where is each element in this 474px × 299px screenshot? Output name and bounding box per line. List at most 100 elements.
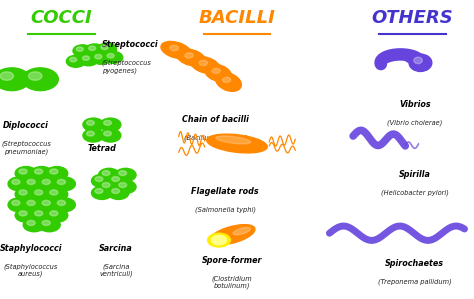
Ellipse shape xyxy=(50,190,58,195)
Ellipse shape xyxy=(211,235,227,245)
Ellipse shape xyxy=(23,198,45,212)
Ellipse shape xyxy=(191,57,220,74)
Ellipse shape xyxy=(57,179,65,184)
Ellipse shape xyxy=(38,198,60,212)
Ellipse shape xyxy=(115,168,136,181)
Ellipse shape xyxy=(98,43,117,55)
Ellipse shape xyxy=(95,189,103,193)
Ellipse shape xyxy=(205,64,231,82)
Ellipse shape xyxy=(216,136,251,144)
Ellipse shape xyxy=(42,220,50,225)
Ellipse shape xyxy=(0,68,30,91)
Ellipse shape xyxy=(12,200,20,205)
Ellipse shape xyxy=(76,47,83,51)
Ellipse shape xyxy=(27,220,35,225)
Ellipse shape xyxy=(31,187,53,201)
Text: Spore-former: Spore-former xyxy=(202,256,263,265)
Ellipse shape xyxy=(19,169,27,174)
Ellipse shape xyxy=(100,129,121,142)
Ellipse shape xyxy=(38,177,60,191)
Text: Spirochaetes: Spirochaetes xyxy=(385,259,444,268)
Text: Staphylococci: Staphylococci xyxy=(0,244,62,253)
Ellipse shape xyxy=(409,54,432,71)
Ellipse shape xyxy=(115,180,136,193)
Ellipse shape xyxy=(46,208,68,222)
Ellipse shape xyxy=(222,77,231,83)
Text: (Vibrio cholerae): (Vibrio cholerae) xyxy=(387,120,442,126)
Ellipse shape xyxy=(35,190,43,195)
Text: Spirilla: Spirilla xyxy=(399,170,431,179)
Text: (Sarcina
ventriculi): (Sarcina ventriculi) xyxy=(99,263,133,277)
Ellipse shape xyxy=(112,177,119,181)
Ellipse shape xyxy=(15,208,37,222)
Ellipse shape xyxy=(95,54,102,59)
Ellipse shape xyxy=(108,186,129,199)
Ellipse shape xyxy=(8,177,30,191)
Text: Tetrad: Tetrad xyxy=(88,144,117,152)
Ellipse shape xyxy=(207,134,267,153)
Ellipse shape xyxy=(102,171,110,176)
Ellipse shape xyxy=(23,218,45,232)
Text: Vibrios: Vibrios xyxy=(399,100,430,109)
Ellipse shape xyxy=(46,187,68,201)
Ellipse shape xyxy=(87,131,94,136)
Text: (Streptococcus
pyogenes): (Streptococcus pyogenes) xyxy=(102,60,152,74)
Text: (Helicobacter pylori): (Helicobacter pylori) xyxy=(381,190,449,196)
Ellipse shape xyxy=(46,167,68,180)
Ellipse shape xyxy=(414,57,422,64)
Ellipse shape xyxy=(104,120,111,125)
Ellipse shape xyxy=(82,56,90,60)
Ellipse shape xyxy=(42,200,50,205)
Text: (Bacillus anthracis): (Bacillus anthracis) xyxy=(184,135,247,141)
Ellipse shape xyxy=(161,42,191,59)
Ellipse shape xyxy=(0,72,14,80)
Ellipse shape xyxy=(89,46,96,51)
Ellipse shape xyxy=(112,189,119,193)
Ellipse shape xyxy=(50,211,58,216)
Ellipse shape xyxy=(73,45,92,57)
Text: (Clostridium
botulinum): (Clostridium botulinum) xyxy=(212,275,253,289)
Ellipse shape xyxy=(35,169,43,174)
Ellipse shape xyxy=(185,53,193,58)
Ellipse shape xyxy=(50,169,58,174)
Ellipse shape xyxy=(57,200,65,205)
Text: (Treponema pallidum): (Treponema pallidum) xyxy=(378,278,452,285)
Ellipse shape xyxy=(95,177,103,181)
Ellipse shape xyxy=(107,54,114,58)
Ellipse shape xyxy=(108,174,129,187)
Ellipse shape xyxy=(119,171,127,176)
Ellipse shape xyxy=(102,183,110,187)
Ellipse shape xyxy=(54,177,75,191)
Ellipse shape xyxy=(19,190,27,195)
Ellipse shape xyxy=(66,55,85,67)
Ellipse shape xyxy=(91,174,112,187)
Text: (Staphylococcus
aureus): (Staphylococcus aureus) xyxy=(4,263,58,277)
Ellipse shape xyxy=(27,200,35,205)
Ellipse shape xyxy=(101,45,108,50)
Text: Flagellate rods: Flagellate rods xyxy=(191,187,259,196)
Ellipse shape xyxy=(27,179,35,184)
Ellipse shape xyxy=(31,208,53,222)
Ellipse shape xyxy=(42,179,50,184)
Ellipse shape xyxy=(83,129,104,142)
Ellipse shape xyxy=(104,51,123,63)
Ellipse shape xyxy=(54,198,75,212)
Text: BACILLI: BACILLI xyxy=(199,9,275,27)
Ellipse shape xyxy=(19,211,27,216)
Text: (Salmonella typhi): (Salmonella typhi) xyxy=(195,206,255,213)
Ellipse shape xyxy=(100,118,121,131)
Ellipse shape xyxy=(70,57,77,62)
Ellipse shape xyxy=(79,54,98,66)
Ellipse shape xyxy=(85,44,104,56)
Ellipse shape xyxy=(176,49,206,66)
Ellipse shape xyxy=(170,45,179,51)
Ellipse shape xyxy=(212,68,220,74)
Ellipse shape xyxy=(12,179,20,184)
Text: Streptococci: Streptococci xyxy=(102,40,158,49)
Ellipse shape xyxy=(35,211,43,216)
Ellipse shape xyxy=(208,233,230,247)
Text: COCCI: COCCI xyxy=(31,9,92,27)
Ellipse shape xyxy=(216,73,241,91)
Ellipse shape xyxy=(99,180,119,193)
Text: OTHERS: OTHERS xyxy=(372,9,453,27)
